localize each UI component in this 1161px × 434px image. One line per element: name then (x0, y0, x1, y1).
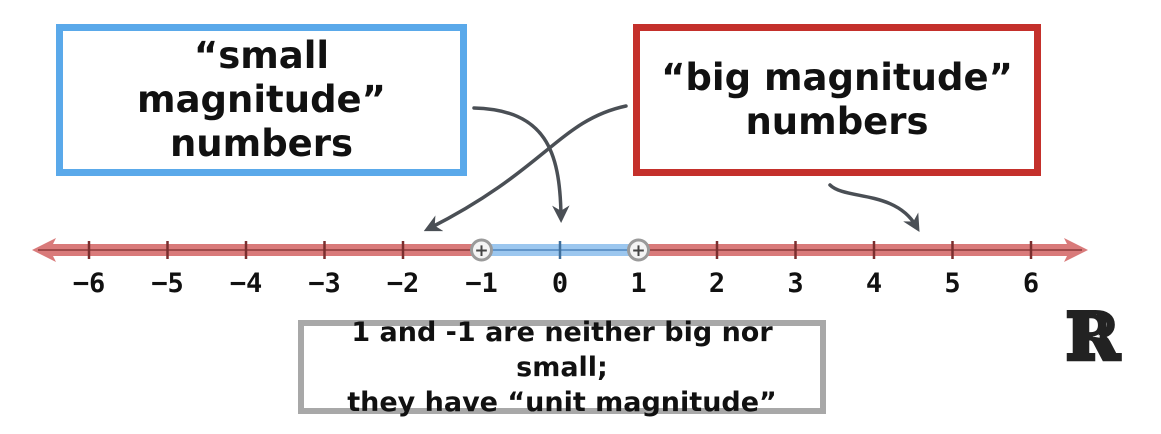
endpoint-circle (627, 238, 650, 262)
tick-label: 2 (709, 268, 725, 299)
tick-label: −1 (465, 268, 498, 299)
big-magnitude-title: “big magnitude” (661, 56, 1013, 99)
tick-label: 6 (1023, 268, 1039, 299)
tick-label: 4 (866, 268, 882, 299)
unit-magnitude-note-line1: 1 and -1 are neither big nor small; (351, 316, 773, 383)
tick-label: −4 (230, 268, 263, 299)
small-magnitude-title: “small magnitude” (137, 34, 386, 121)
tick-label: −6 (73, 268, 106, 299)
arrow-small-to-zero (472, 106, 570, 223)
tick-label: 5 (944, 268, 960, 299)
tick-label: −3 (308, 268, 341, 299)
unit-endpoint-marker: + (470, 238, 493, 262)
real-numbers-symbol: ℝ (1065, 300, 1121, 375)
tick-label: 0 (552, 268, 568, 299)
unit-magnitude-note-line2: they have “unit magnitude” (347, 386, 777, 418)
arrow-big-to-negative (423, 104, 628, 232)
unit-endpoint-marker: + (627, 238, 650, 262)
endpoint-plus: + (631, 241, 645, 261)
small-magnitude-box: “small magnitude” numbers (56, 24, 467, 176)
tick-label: −5 (151, 268, 184, 299)
arrow-big-to-positive (828, 183, 920, 233)
big-magnitude-subtitle: numbers (745, 100, 929, 143)
tick-label: −2 (387, 268, 420, 299)
big-magnitude-box: “big magnitude” numbers (633, 24, 1041, 176)
unit-magnitude-note: 1 and -1 are neither big nor small; they… (298, 317, 826, 418)
endpoint-circle (470, 238, 493, 262)
tick-label: 1 (630, 268, 646, 299)
tick-label: 3 (787, 268, 803, 299)
endpoint-plus: + (474, 241, 488, 261)
small-magnitude-subtitle: numbers (169, 122, 354, 165)
